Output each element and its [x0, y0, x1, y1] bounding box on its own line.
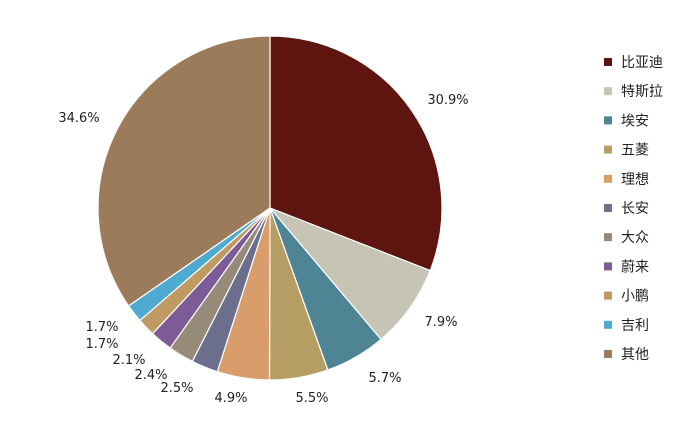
slice-percent-label: 5.5% — [295, 391, 328, 406]
slice-percent-label: 2.5% — [160, 381, 193, 396]
legend-label: 长安 — [621, 201, 649, 217]
pie-slices — [97, 35, 443, 381]
legend-label: 小鹏 — [621, 289, 649, 305]
legend-label: 埃安 — [621, 113, 649, 129]
slice-percent-label: 1.7% — [85, 337, 118, 352]
legend-label: 吉利 — [621, 318, 649, 334]
legend-swatch — [604, 320, 612, 329]
legend-swatch — [604, 174, 612, 183]
legend-swatch — [604, 204, 612, 212]
legend-swatch — [604, 58, 612, 66]
legend-swatch — [604, 87, 612, 96]
legend-swatch — [604, 233, 612, 242]
percentage-labels: 30.9%7.9%5.7%5.5%4.9%2.5%2.4%2.1%1.7%1.7… — [58, 93, 468, 406]
legend-swatch — [604, 291, 612, 300]
legend-label: 其他 — [621, 347, 649, 363]
slice-percent-label: 30.9% — [427, 93, 468, 108]
legend-label: 比亚迪 — [621, 55, 663, 71]
pie-slice — [97, 35, 271, 307]
legend-label: 五菱 — [621, 143, 649, 159]
slice-percent-label: 5.7% — [368, 371, 401, 386]
slice-percent-label: 2.4% — [134, 368, 167, 383]
legend-swatch — [604, 262, 612, 271]
legend-swatch — [604, 350, 612, 358]
legend-label: 理想 — [621, 172, 649, 188]
slice-percent-label: 34.6% — [58, 111, 99, 126]
legend-label: 大众 — [621, 230, 649, 246]
slice-percent-label: 1.7% — [85, 320, 118, 335]
slice-percent-label: 4.9% — [214, 391, 247, 406]
legend-swatch — [604, 116, 612, 125]
slice-percent-label: 2.1% — [112, 353, 145, 368]
legend-swatch — [604, 145, 612, 154]
pie-slice — [269, 35, 443, 272]
legend-label: 特斯拉 — [621, 84, 663, 100]
legend-label: 蔚来 — [621, 259, 649, 275]
slice-percent-label: 7.9% — [424, 315, 457, 330]
